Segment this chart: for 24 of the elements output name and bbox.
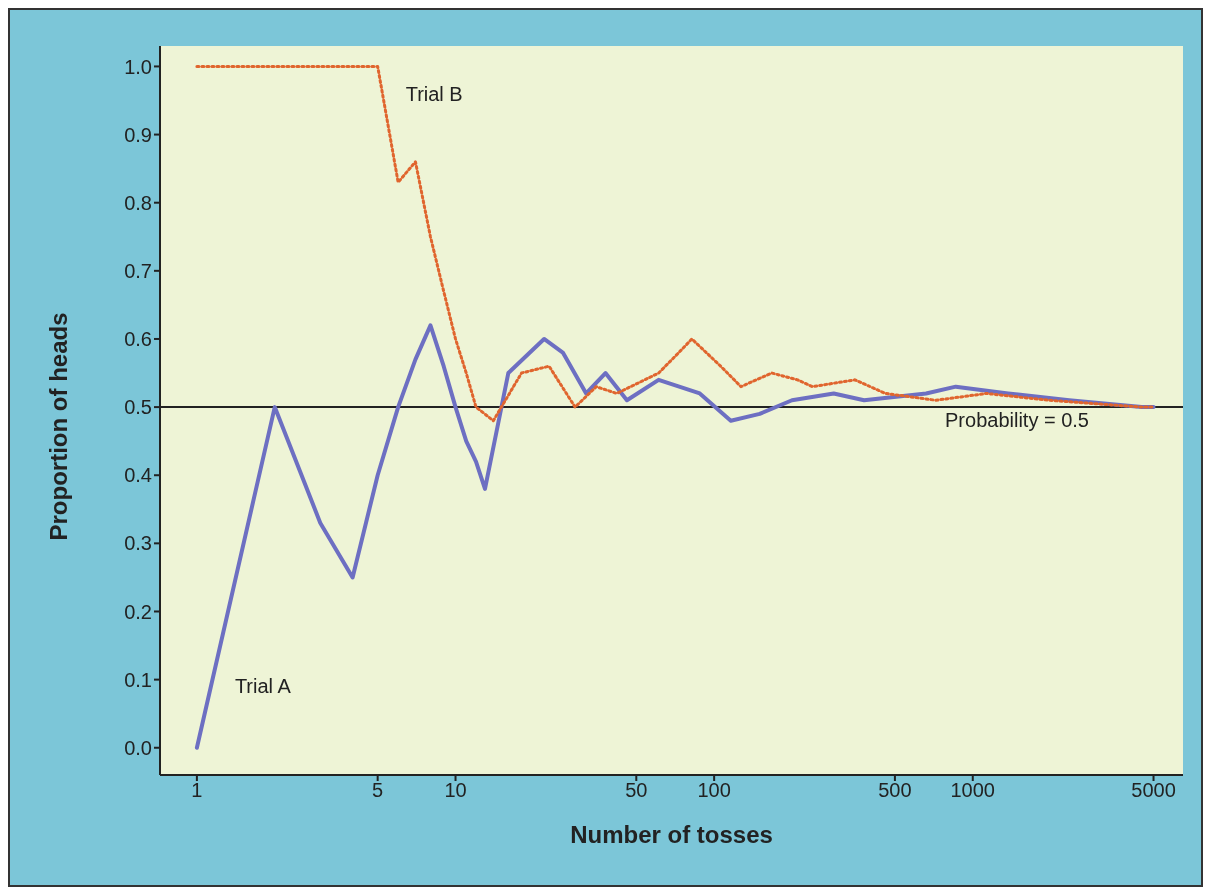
- x-tick-label: 5: [372, 779, 384, 802]
- x-tick-label: 100: [697, 779, 731, 802]
- y-tick-label: 1.0: [124, 55, 152, 78]
- x-tick-label: 1000: [950, 779, 996, 802]
- x-tick-label: 500: [878, 779, 912, 802]
- x-tick-label: 5000: [1131, 779, 1176, 802]
- y-tick-label: 0.4: [124, 464, 152, 487]
- x-tick-label: 1: [191, 779, 203, 802]
- y-axis-title: Proportion of heads: [44, 312, 72, 541]
- y-tick-label: 0.7: [124, 259, 152, 282]
- y-tick-label: 0.9: [124, 123, 152, 146]
- series-label: Trial B: [405, 83, 463, 106]
- y-tick-label: 0.0: [124, 736, 152, 759]
- x-tick-label: 50: [625, 779, 648, 802]
- y-tick-label: 0.2: [124, 600, 152, 623]
- y-tick-label: 0.6: [124, 328, 152, 351]
- y-tick-label: 0.8: [124, 191, 152, 214]
- ref-line-label: Probability = 0.5: [945, 409, 1089, 432]
- series-label: Trial A: [234, 674, 292, 697]
- y-tick-label: 0.1: [124, 668, 152, 691]
- y-tick-label: 0.3: [124, 532, 152, 555]
- x-axis-title: Number of tosses: [570, 821, 773, 848]
- x-tick-label: 10: [444, 779, 467, 802]
- y-tick-label: 0.5: [124, 396, 152, 419]
